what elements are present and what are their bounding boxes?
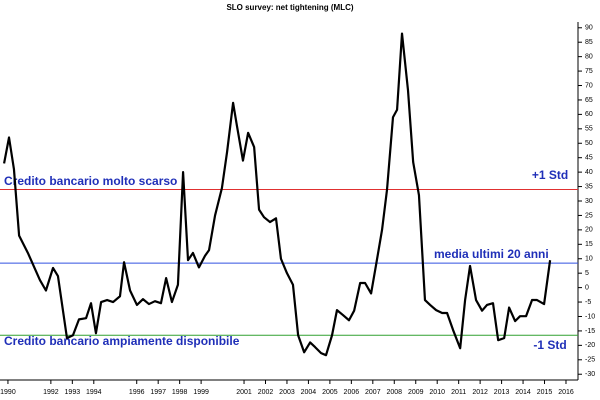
y-tick-label: 5 bbox=[585, 270, 589, 277]
annotation: -1 Std bbox=[533, 338, 566, 352]
x-tick-label: 1997 bbox=[150, 389, 166, 396]
x-tick-label: 1998 bbox=[172, 389, 188, 396]
x-tick-label: 2001 bbox=[236, 389, 252, 396]
x-tick-label: 2010 bbox=[429, 389, 445, 396]
y-tick-label: 10 bbox=[585, 256, 593, 263]
y-tick-label: 90 bbox=[585, 25, 593, 32]
y-tick-label: 65 bbox=[585, 97, 593, 104]
y-tick-label: 20 bbox=[585, 227, 593, 234]
x-tick-label: 1996 bbox=[129, 389, 145, 396]
x-tick-label: 1992 bbox=[43, 389, 59, 396]
x-tick-label: 2008 bbox=[386, 389, 402, 396]
y-tick-label: -10 bbox=[585, 313, 595, 320]
x-tick-label: 2011 bbox=[451, 389, 466, 396]
annotation: Credito bancario ampiamente disponibile bbox=[4, 334, 240, 348]
y-tick-label: 85 bbox=[585, 39, 593, 46]
x-tick-label: 2004 bbox=[301, 389, 317, 396]
x-tick-label: 2013 bbox=[494, 389, 510, 396]
y-tick-label: -30 bbox=[585, 371, 595, 378]
x-tick-label: 2015 bbox=[537, 389, 553, 396]
x-tick-label: 1990 bbox=[0, 389, 16, 396]
x-tick-label: 2002 bbox=[258, 389, 274, 396]
x-tick-label: 2005 bbox=[322, 389, 338, 396]
x-tick-label: 2006 bbox=[344, 389, 360, 396]
x-tick-label: 1999 bbox=[193, 389, 209, 396]
y-tick-label: 25 bbox=[585, 212, 593, 219]
annotation: +1 Std bbox=[532, 168, 568, 182]
annotation: media ultimi 20 anni bbox=[434, 247, 549, 261]
x-tick-label: 2007 bbox=[365, 389, 381, 396]
y-tick-label: 60 bbox=[585, 111, 593, 118]
y-tick-label: 0 bbox=[585, 284, 589, 291]
y-tick-label: 50 bbox=[585, 140, 593, 147]
y-tick-label: 80 bbox=[585, 53, 593, 60]
y-tick-label: 45 bbox=[585, 155, 593, 162]
x-tick-label: 2009 bbox=[408, 389, 424, 396]
y-tick-label: 55 bbox=[585, 126, 593, 133]
y-tick-label: -15 bbox=[585, 328, 595, 335]
x-tick-label: 2014 bbox=[515, 389, 531, 396]
y-tick-label: 35 bbox=[585, 183, 593, 190]
y-tick-label: 30 bbox=[585, 198, 593, 205]
x-tick-label: 2003 bbox=[279, 389, 295, 396]
chart-title: SLO survey: net tightening (MLC) bbox=[226, 3, 353, 12]
x-tick-label: 2016 bbox=[558, 389, 574, 396]
y-tick-label: -20 bbox=[585, 342, 595, 349]
y-tick-label: -25 bbox=[585, 357, 595, 364]
annotation: Credito bancario molto scarso bbox=[4, 174, 177, 188]
y-tick-label: 15 bbox=[585, 241, 593, 248]
y-tick-label: 75 bbox=[585, 68, 593, 75]
x-tick-label: 1994 bbox=[86, 389, 102, 396]
y-tick-label: -5 bbox=[585, 299, 591, 306]
data-line bbox=[2, 32, 552, 357]
x-tick-label: 1993 bbox=[65, 389, 81, 396]
x-tick-label: 2012 bbox=[472, 389, 488, 396]
y-tick-label: 40 bbox=[585, 169, 593, 176]
y-tick-label: 70 bbox=[585, 82, 593, 89]
